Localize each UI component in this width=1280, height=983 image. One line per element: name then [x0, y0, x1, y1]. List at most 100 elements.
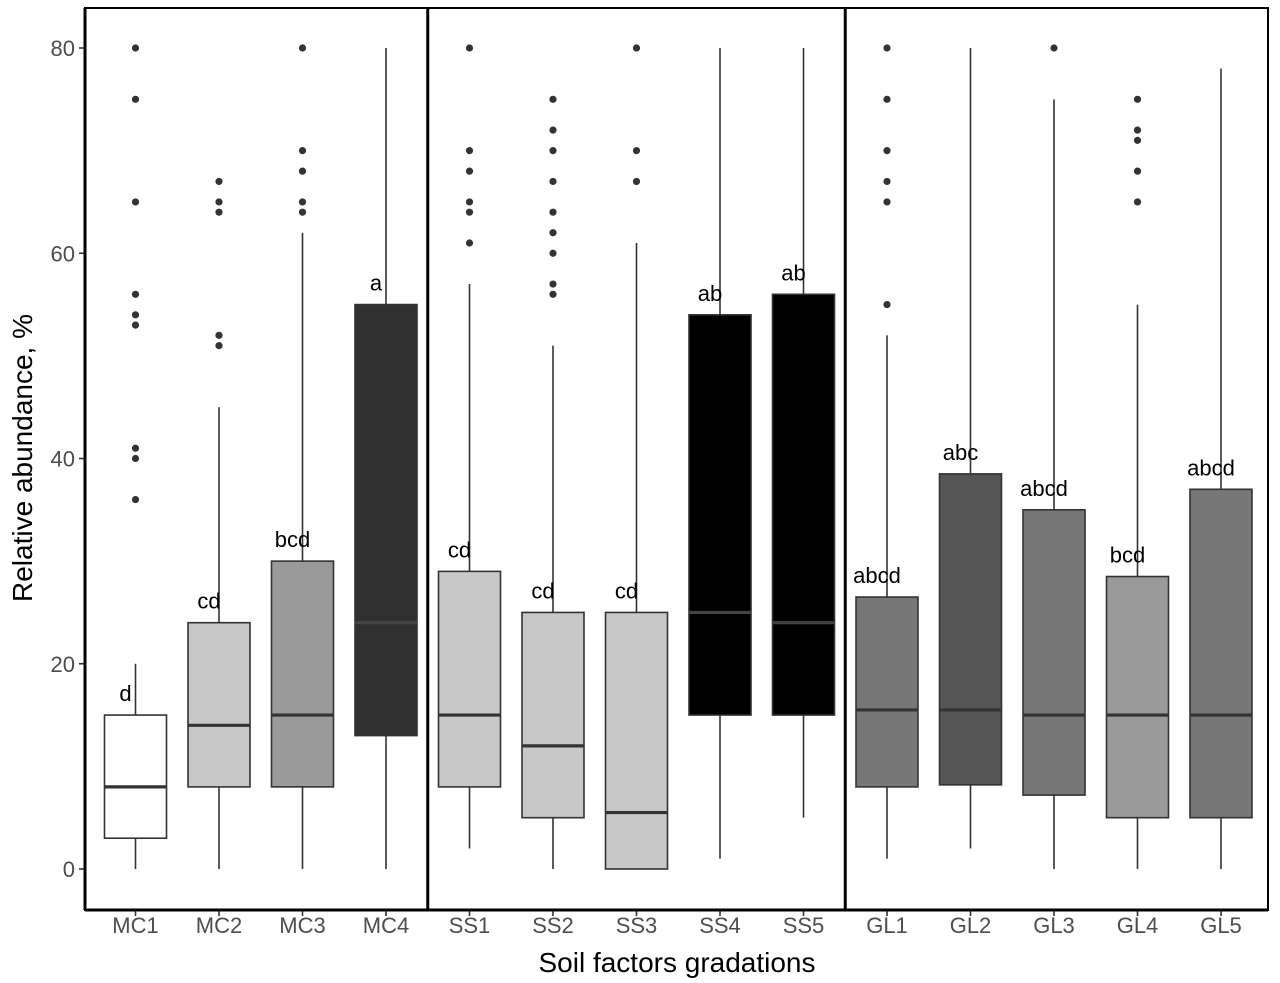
x-tick-label-mc2: MC2	[196, 913, 242, 938]
box-mc4	[354, 48, 418, 869]
significance-label-ss2: cd	[531, 578, 554, 603]
box-body	[1105, 575, 1170, 819]
outlier-point	[549, 177, 557, 186]
outlier-point	[131, 311, 140, 319]
outlier-point	[883, 44, 891, 52]
outlier-point	[298, 208, 307, 216]
significance-label-gl1: abcd	[853, 563, 901, 588]
x-tick-label-ss5: SS5	[783, 913, 825, 938]
significance-labels: d cd bcd a cd cd cd ab ab abcd abc abcd bcd abcd	[119, 260, 1234, 706]
boxes	[103, 44, 1253, 870]
outlier-point	[131, 198, 140, 206]
box-gl2	[938, 48, 1003, 849]
box-ss4	[688, 48, 752, 859]
outlier-point	[549, 290, 557, 298]
significance-label-gl2: abc	[943, 440, 978, 465]
x-tick-label-gl4: GL4	[1117, 913, 1159, 938]
y-tick-label: 40	[51, 447, 75, 472]
significance-label-ss1: cd	[448, 537, 471, 562]
x-tick-label-mc3: MC3	[279, 913, 325, 938]
outlier-point	[215, 177, 223, 186]
outlier-point	[1050, 44, 1058, 52]
outlier-point	[465, 198, 474, 206]
outlier-point	[131, 321, 140, 329]
outlier-point	[131, 95, 140, 103]
y-tick-label: 60	[51, 241, 75, 266]
outlier-point	[298, 198, 307, 206]
outlier-point	[883, 147, 891, 155]
x-tick-label-gl3: GL3	[1033, 913, 1075, 938]
box-body	[187, 621, 251, 788]
outlier-point	[883, 198, 891, 206]
x-tick-label-ss1: SS1	[449, 913, 491, 938]
x-axis-title: Soil factors gradations	[538, 947, 815, 978]
box-mc2	[187, 177, 251, 869]
outlier-point	[215, 331, 223, 339]
box-mc3	[270, 44, 335, 869]
outlier-point	[298, 44, 307, 52]
box-ss3	[604, 44, 669, 870]
y-axis-title: Relative abundance, %	[7, 314, 38, 602]
outlier-point	[549, 229, 557, 237]
significance-label-gl3: abcd	[1020, 476, 1068, 501]
box-ss2	[521, 95, 585, 869]
x-tick-label-ss3: SS3	[616, 913, 658, 938]
significance-label-mc4: a	[370, 271, 383, 296]
x-tick-label-gl2: GL2	[950, 913, 992, 938]
outlier-point	[883, 300, 891, 309]
outlier-point	[632, 44, 641, 52]
box-gl1	[855, 44, 919, 859]
y-tick-label: 0	[63, 857, 75, 882]
significance-label-mc1: d	[119, 681, 131, 706]
outlier-point	[883, 95, 891, 103]
significance-label-gl5: abcd	[1187, 455, 1235, 480]
box-body	[437, 570, 502, 788]
box-body	[771, 293, 836, 716]
y-tick-label: 80	[51, 36, 75, 61]
significance-label-ss3: cd	[615, 578, 638, 603]
outlier-point	[465, 208, 474, 216]
panel-borders	[84, 7, 1269, 911]
box-body	[521, 611, 585, 819]
box-body	[688, 314, 752, 716]
box-body	[270, 560, 335, 788]
outlier-point	[1133, 136, 1142, 144]
outlier-point	[549, 95, 557, 103]
significance-label-mc2: cd	[197, 589, 220, 614]
outlier-point	[549, 126, 557, 134]
outlier-point	[883, 177, 891, 186]
outlier-point	[632, 177, 641, 186]
x-tick-label-ss4: SS4	[699, 913, 741, 938]
outlier-point	[1133, 167, 1142, 175]
outlier-point	[131, 290, 140, 298]
outlier-point	[215, 208, 223, 216]
box-body	[604, 611, 669, 870]
x-tick-label-mc4: MC4	[363, 913, 409, 938]
box-gl3	[1022, 44, 1086, 869]
box-body	[354, 303, 418, 737]
outlier-point	[1133, 198, 1142, 206]
outlier-point	[465, 239, 474, 247]
outlier-point	[131, 44, 140, 52]
outlier-point	[465, 167, 474, 175]
box-mc1	[103, 44, 168, 869]
box-body	[1189, 488, 1253, 819]
outlier-point	[131, 495, 140, 504]
box-ss1	[437, 44, 502, 849]
outlier-point	[465, 147, 474, 155]
box-ss5	[771, 48, 836, 818]
x-tick-label-ss2: SS2	[532, 913, 574, 938]
x-tick-label-gl1: GL1	[866, 913, 908, 938]
box-gl4	[1105, 95, 1170, 869]
outlier-point	[549, 280, 557, 288]
x-tick-label-gl5: GL5	[1200, 913, 1242, 938]
outlier-point	[549, 147, 557, 155]
significance-label-mc3: bcd	[275, 527, 310, 552]
outlier-point	[215, 342, 223, 350]
significance-label-ss4: ab	[698, 281, 722, 306]
outlier-point	[549, 208, 557, 216]
box-body	[938, 473, 1003, 786]
outlier-point	[632, 147, 641, 155]
x-tick-label-mc1: MC1	[112, 913, 158, 938]
